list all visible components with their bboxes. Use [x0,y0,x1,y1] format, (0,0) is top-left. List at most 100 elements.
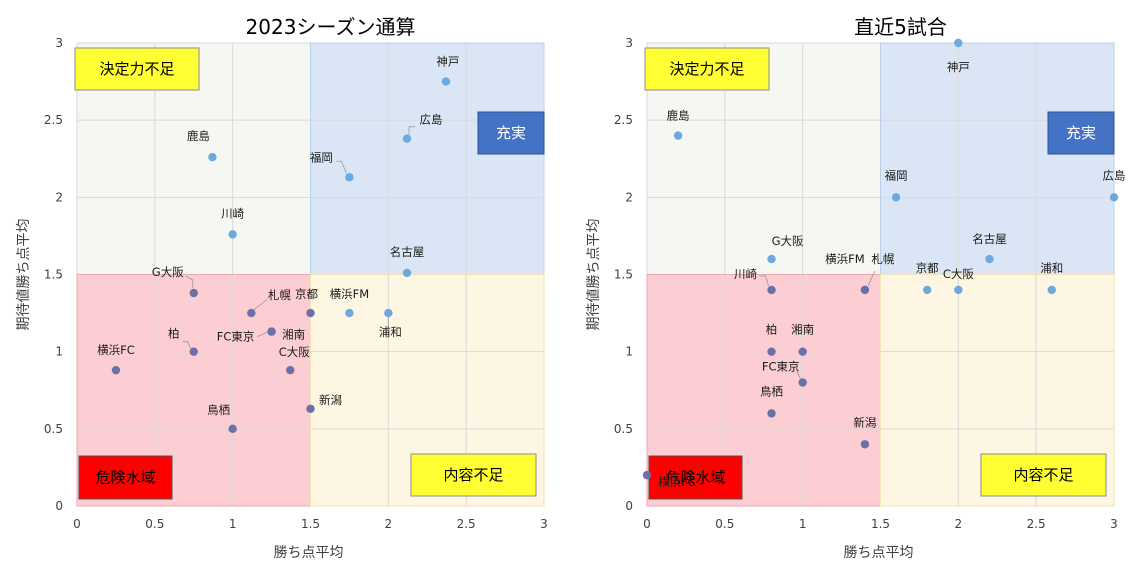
x-tick-label: 2 [385,517,393,531]
data-point [189,288,198,298]
quadrant-label-top-left: 決定力不足 [669,60,744,78]
data-point [673,131,683,140]
x-tick-label: 0.5 [145,517,164,531]
chart-recent-panel: 0 0.5 1 1.5 2 2.5 3 0 0.5 1 1.5 2 2.5 3 直近5試合 勝ち点平均 期待値勝… [570,0,1139,570]
leader-line [253,299,268,311]
x-tick-label: 0 [73,517,81,531]
quadrant-label-top-right: 充実 [496,124,526,142]
quadrant-label-top-right-box [477,111,545,155]
point-label: 浦和 [379,325,402,339]
chart-season-panel: 0 0.5 1 1.5 2 2.5 3 0 0.5 1 1.5 2 2.5 3 2023シーズン通算 勝ち点平… [0,0,569,570]
point-label: 福岡 [885,168,908,182]
data-point [1047,285,1056,295]
point-label: 川崎 [734,267,757,281]
data-point [345,173,354,182]
point-label: C大阪 [279,345,311,359]
quadrant-label-top-left-box [644,47,770,91]
y-tick-label: 1 [55,345,63,359]
data-point [798,378,807,387]
y-tick-label: 2 [55,190,63,204]
quadrant-label-bottom-left-box [648,455,743,500]
point-label: 札幌 [871,252,894,266]
point-label: 湘南 [282,328,305,342]
x-tick-label: 3 [1110,517,1118,531]
point-label: 名古屋 [390,245,425,259]
x-tick-label: 1 [229,517,237,531]
y-tick-label: 1.5 [614,268,633,282]
chart-season-svg: 0 0.5 1 1.5 2 2.5 3 0 0.5 1 1.5 2 2.5 3 2023シーズン通算勝ち点平… [16,15,548,561]
y-tick-label: 3 [625,36,633,50]
data-point [402,134,412,143]
y-tick-label: 1 [625,345,633,359]
quadrant-label-top-right-box [1047,111,1115,155]
chart-title: 直近5試合 [854,15,947,39]
x-axis-title: 勝ち点平均 [844,545,914,561]
quadrant-label-bottom-left-box [78,455,173,500]
leader-line [759,275,769,287]
data-point [286,365,295,375]
data-point [860,285,870,295]
point-label: 浦和 [1040,261,1063,275]
point-label: 鳥栖 [207,403,230,417]
chart-title: 2023シーズン通算 [246,15,416,39]
point-label: 横浜FM [825,252,865,266]
point-label: 鳥栖 [760,384,783,398]
point-label: 京都 [916,261,939,275]
quadrant-label-bottom-left: 危険水域 [95,469,155,487]
data-point [954,38,963,48]
leader-line [185,275,194,289]
data-point [767,254,776,264]
leader-line [182,341,192,349]
data-point [189,347,198,356]
y-axis-title: 期待値勝ち点平均 [16,219,32,331]
point-label: FC東京 [217,330,255,344]
point-label: 新潟 [853,415,876,429]
y-tick-label: 1.5 [44,268,63,282]
x-tick-label: 0 [643,517,651,531]
x-tick-label: 2.5 [1027,517,1046,531]
data-point [208,153,217,162]
y-axis-title: 期待値勝ち点平均 [586,219,602,331]
quadrant-bottom-right-border [310,274,545,507]
point-label: 横浜FM [330,287,370,301]
data-point [228,424,237,434]
y-tick-label: 2.5 [44,113,63,127]
data-point [247,308,256,318]
point-label: 柏 [766,323,778,337]
data-point [441,77,451,86]
data-point [402,268,412,278]
point-label: 神戸 [947,60,970,74]
x-tick-label: 1 [799,517,807,531]
quadrant-label-bottom-right: 内容不足 [1013,466,1073,484]
data-point [985,254,994,264]
point-label: 京都 [295,287,318,301]
point-label: 鹿島 [667,109,690,123]
data-point [1109,193,1119,202]
data-point [267,327,276,336]
quadrant-label-top-left: 決定力不足 [99,60,174,78]
quadrant-label-bottom-right-box [410,453,537,497]
point-label: 名古屋 [972,232,1007,246]
point-label: 福岡 [310,150,333,164]
leader-line [408,126,416,135]
data-point [798,347,807,356]
y-tick-label: 2.5 [614,113,633,127]
point-label: G大阪 [772,234,804,248]
point-label: 札幌 [268,288,291,302]
data-point [891,193,901,202]
point-label: FC東京 [762,360,800,374]
y-tick-label: 3 [55,36,63,50]
data-point [306,308,315,318]
x-tick-label: 1.5 [301,517,320,531]
leader-line [336,160,347,174]
data-point [111,365,121,375]
data-point [306,404,315,413]
data-point [767,347,776,356]
x-axis-title: 勝ち点平均 [274,545,344,561]
x-tick-label: 2.5 [457,517,476,531]
point-label: C大阪 [943,267,975,281]
point-label: 川崎 [221,206,244,220]
data-point [642,470,652,480]
quadrant-label-bottom-left: 危険水域 [665,469,725,487]
